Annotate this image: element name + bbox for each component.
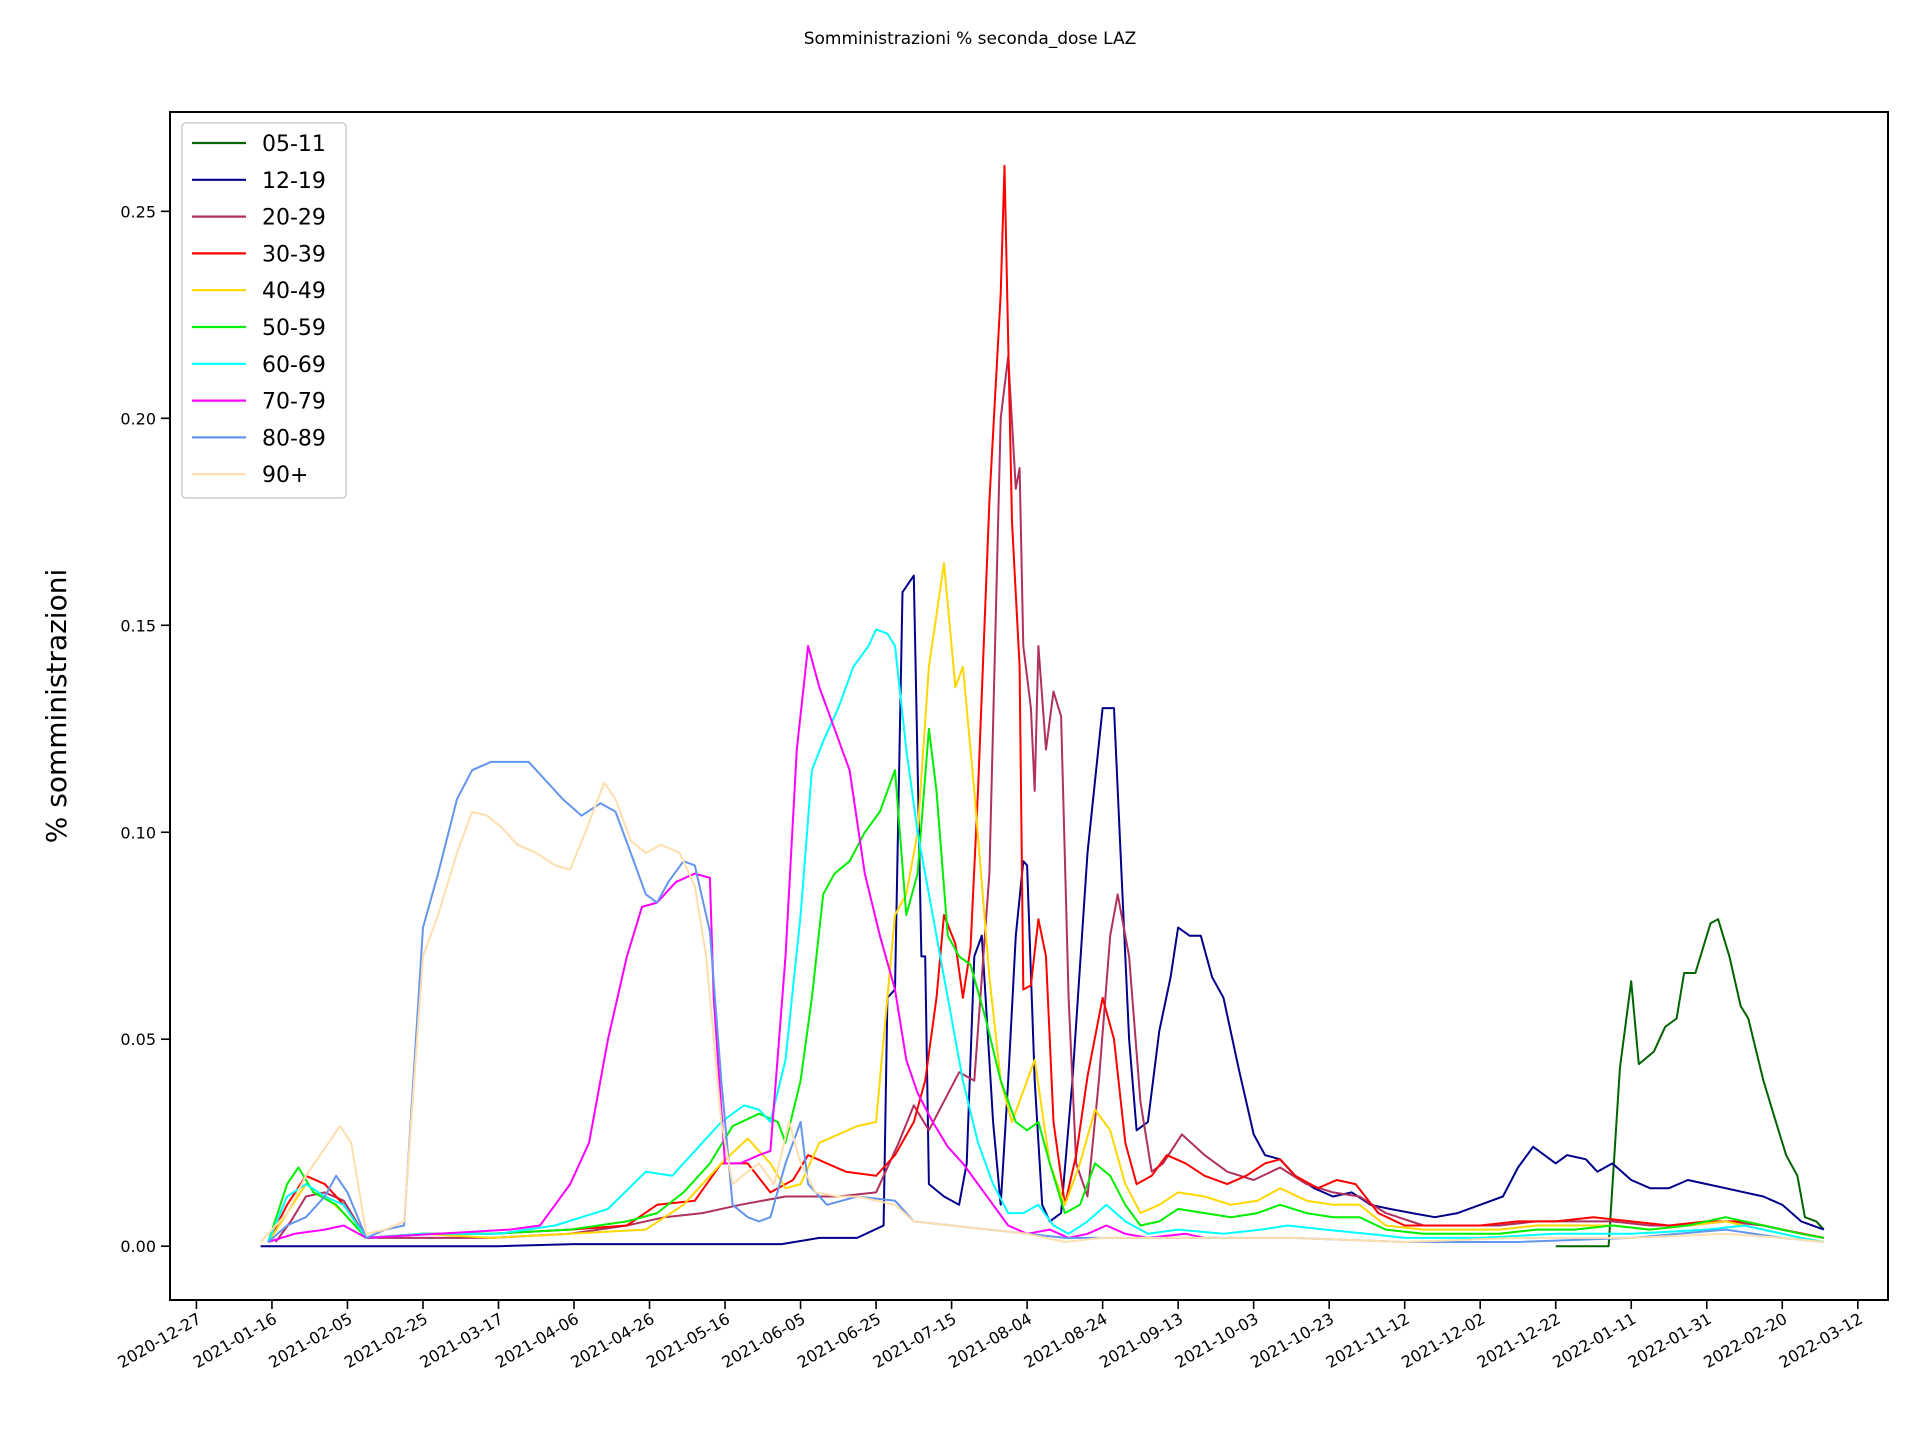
legend-label-3: 30-39 [262, 242, 326, 267]
y-tick-label: 0.20 [120, 409, 156, 428]
plot-frame [169, 111, 1889, 1301]
series-line-3 [267, 164, 1824, 1243]
legend-label-7: 70-79 [262, 390, 326, 415]
chart-title: Somministrazioni % seconda_dose LAZ [804, 29, 1137, 49]
legend-label-4: 40-49 [262, 279, 326, 304]
y-tick-label: 0.05 [120, 1030, 156, 1049]
series-line-9 [259, 781, 1824, 1243]
legend-label-9: 90+ [262, 463, 308, 488]
legend-label-8: 80-89 [262, 426, 326, 451]
legend-label-5: 50-59 [262, 316, 326, 341]
legend-label-2: 20-29 [262, 206, 326, 231]
series-line-0 [1555, 918, 1825, 1248]
legend-items: 05-11 12-19 20-29 30-39 40-49 50-59 60-69 70-79… [192, 132, 326, 488]
y-tick-label: 0.10 [120, 823, 156, 842]
legend-label-1: 12-19 [262, 169, 326, 194]
y-tick-label: 0.25 [120, 202, 156, 221]
series-line-6 [267, 628, 1824, 1243]
legend-label-6: 60-69 [262, 353, 326, 378]
series-line-5 [267, 727, 1824, 1243]
legend-label-0: 05-11 [262, 132, 326, 157]
y-tick-label: 0.15 [120, 616, 156, 635]
series-line-8 [267, 760, 1824, 1243]
y-tick-label: 0.00 [120, 1237, 156, 1256]
series-line-1 [260, 574, 1825, 1248]
legend: 05-11 12-19 20-29 30-39 40-49 50-59 60-69 70-79… [181, 122, 347, 499]
series-line-4 [267, 562, 1824, 1243]
y-axis: 0.00 0.05 0.10 0.15 0.20 0.25 [120, 202, 170, 1256]
plot-lines [259, 164, 1825, 1248]
y-axis-label: % somministrazioni [40, 569, 73, 843]
